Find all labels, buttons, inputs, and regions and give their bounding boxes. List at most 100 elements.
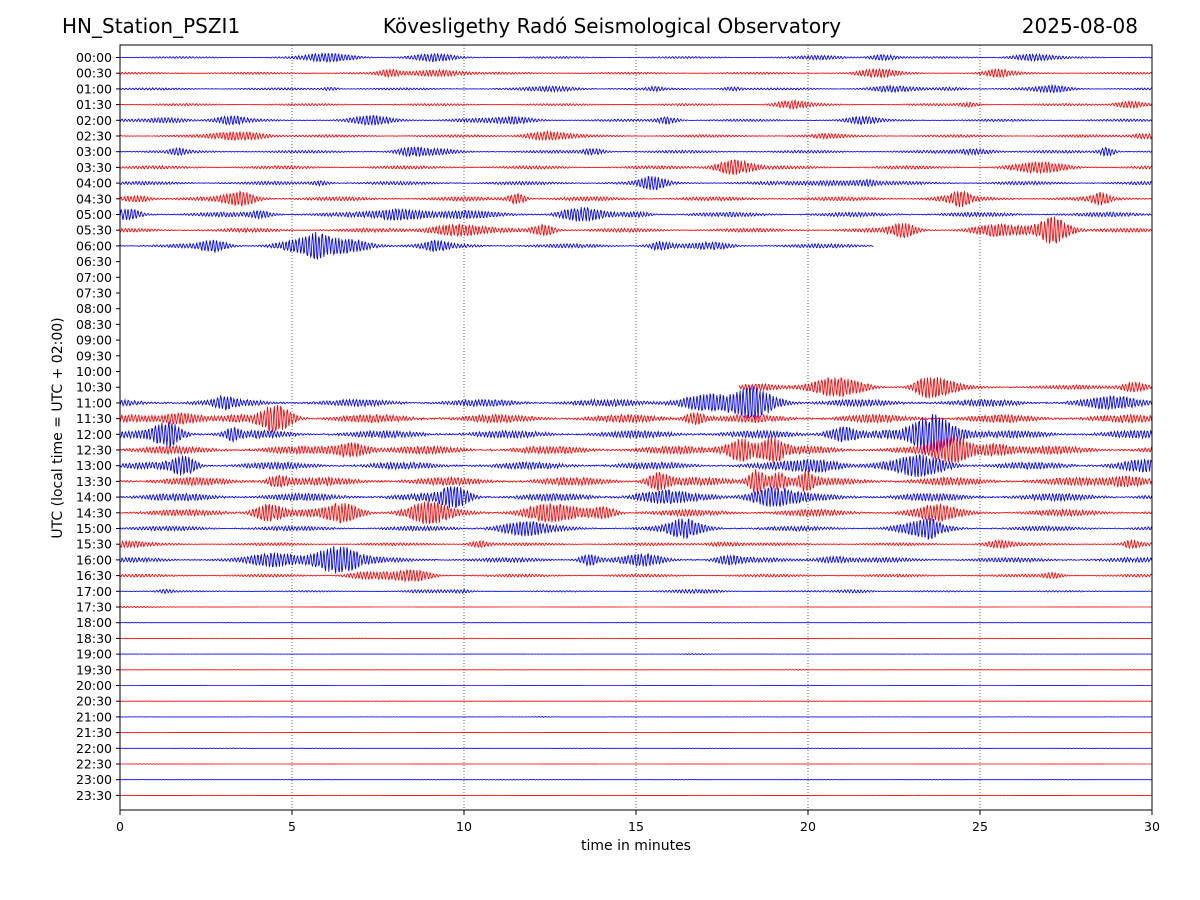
y-tick-label: 16:00 [76,552,112,567]
station-name: HN_Station_PSZI1 [62,14,241,38]
y-tick-label: 20:00 [76,678,112,693]
y-tick-label: 17:30 [76,600,112,615]
y-tick-label: 23:30 [76,788,112,803]
y-tick-label: 05:30 [76,223,112,238]
trace-18:30 [119,637,1152,640]
y-tick-label: 19:30 [76,662,112,677]
trace-15:00 [119,517,1153,541]
trace-21:00 [120,716,1153,718]
x-tick-label: 5 [288,819,296,834]
y-tick-label: 15:00 [76,521,112,536]
y-tick-label: 23:00 [76,772,112,787]
y-tick-label: 10:30 [76,380,112,395]
y-tick-label: 09:00 [76,333,112,348]
y-tick-label: 02:00 [76,113,112,128]
y-tick-label: 15:30 [76,537,112,552]
trace-00:30 [119,67,1153,79]
trace-14:30 [120,500,1153,525]
y-tick-label: 01:30 [76,97,112,112]
y-tick-label: 18:00 [76,615,112,630]
y-tick-label: 12:30 [76,443,112,458]
y-tick-label: 13:30 [76,474,112,489]
trace-02:00 [119,114,1153,127]
trace-02:30 [119,129,1153,142]
trace-23:00 [120,778,1153,781]
y-tick-label: 06:00 [76,238,112,253]
y-tick-label: 08:00 [76,301,112,316]
y-tick-label: 21:00 [76,709,112,724]
x-tick-label: 25 [972,819,988,834]
trace-19:30 [120,669,1153,671]
trace-16:30 [119,568,1153,583]
y-tick-label: 17:00 [76,584,112,599]
trace-00:00 [120,52,1153,64]
trace-10:30 [738,376,1153,399]
trace-03:30 [119,159,1153,176]
trace-04:30 [119,189,1153,208]
y-tick-label: 00:00 [76,50,112,65]
trace-01:30 [119,98,1153,111]
y-tick-label: 14:00 [76,490,112,505]
y-tick-label: 22:00 [76,741,112,756]
trace-01:00 [119,83,1153,94]
trace-04:00 [119,175,1153,191]
y-tick-label: 12:00 [76,427,112,442]
x-axis-label: time in minutes [581,838,691,854]
y-tick-label: 20:30 [76,694,112,709]
traces [119,52,1153,797]
trace-05:00 [119,206,1152,222]
trace-11:30 [120,405,1153,433]
trace-20:00 [120,684,1152,687]
y-tick-label: 09:30 [76,348,112,363]
trace-12:30 [119,436,1153,464]
y-tick-label: 07:30 [76,286,112,301]
chart-title: Kövesligethy Radó Seismological Observat… [382,14,842,38]
x-tick-label: 0 [116,819,124,834]
y-tick-label: 16:30 [76,568,112,583]
trace-11:00 [119,385,1153,420]
trace-05:30 [119,216,1153,244]
x-tick-label: 30 [1144,819,1160,834]
trace-16:00 [119,546,1153,574]
x-tick-label: 20 [800,819,816,834]
x-ticks: 0 5 10 15 20 25 30 [116,810,1160,834]
y-tick-label: 19:00 [76,647,112,662]
y-axis-label: UTC (local time = UTC + 02:00) [50,317,66,538]
chart-date: 2025-08-08 [1021,14,1138,38]
y-tick-label: 03:30 [76,160,112,175]
x-tick-label: 10 [456,819,472,834]
y-tick-label: 06:30 [76,254,112,269]
y-tick-label: 02:30 [76,129,112,144]
y-tick-label: 18:30 [76,631,112,646]
y-tick-label: 14:30 [76,505,112,520]
y-tick-label: 22:30 [76,757,112,772]
y-tick-label: 01:00 [76,81,112,96]
trace-12:00 [119,413,1153,454]
trace-17:30 [119,605,1152,609]
trace-13:30 [119,469,1153,494]
trace-22:00 [120,747,1152,750]
y-tick-label: 21:30 [76,725,112,740]
y-tick-label: 07:00 [76,270,112,285]
gridlines [291,45,981,810]
trace-15:30 [119,538,1153,550]
trace-17:00 [120,588,1153,595]
trace-14:00 [119,486,1153,509]
y-tick-label: 11:30 [76,411,112,426]
trace-13:00 [119,454,1153,477]
y-tick-label: 11:00 [76,395,112,410]
y-tick-label: 00:30 [76,66,112,81]
x-tick-label: 15 [628,819,644,834]
y-tick-label: 10:00 [76,364,112,379]
y-tick-label: 04:30 [76,191,112,206]
trace-06:00 [119,231,874,261]
y-tick-labels: 00:0000:3001:0001:3002:0002:3003:0003:30… [76,50,120,803]
trace-19:00 [120,653,1153,655]
y-tick-label: 03:00 [76,144,112,159]
trace-18:00 [120,621,1152,624]
y-tick-label: 05:00 [76,207,112,222]
y-tick-label: 13:00 [76,458,112,473]
trace-03:00 [119,146,1153,158]
y-tick-label: 04:00 [76,176,112,191]
